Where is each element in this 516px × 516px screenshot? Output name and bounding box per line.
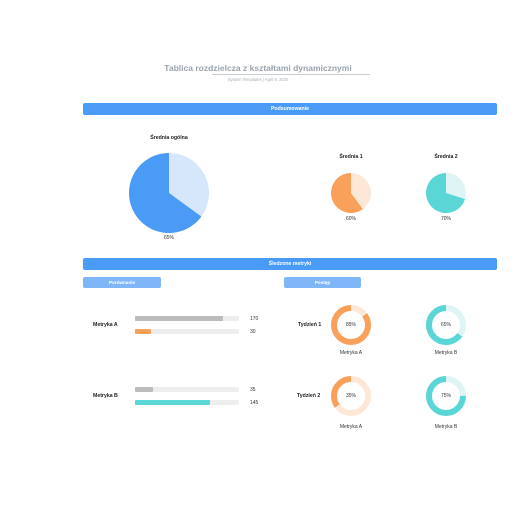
metric-a-bar-1-track [135, 316, 239, 321]
week-1-metric-b-caption: Metryka B [434, 350, 458, 356]
metric-b-bar-1-track [135, 387, 239, 392]
week-2-metric-b-arc [426, 376, 466, 416]
week-1-metric-a-value: 85% [345, 322, 356, 328]
average-1-label: Średnia 1 [339, 154, 363, 160]
metric-b-bar-1-value: 35 [250, 387, 256, 393]
week-2-metric-a-arc [331, 376, 371, 416]
average-2-pie [426, 173, 466, 213]
week-2-metric-b-value: 75% [440, 393, 451, 399]
week-1-metric-b-value: 65% [440, 322, 451, 328]
metric-a-bar-1 [135, 316, 224, 321]
comparison-pill: Porównanie [83, 277, 161, 288]
tracked-metrics-band: Śledzone metryki [83, 258, 497, 270]
average-2-label: Średnia 2 [434, 154, 458, 160]
metric-a-bar-2 [135, 329, 151, 334]
week-1-metric-a-ring [331, 305, 371, 345]
average-1-slice [331, 173, 363, 213]
progress-pill: Postęp [284, 277, 361, 288]
overall-average-pie [129, 153, 209, 233]
metric-b-bar-2 [135, 400, 211, 405]
metric-b-bar-2-value: 145 [250, 400, 259, 406]
week-2-metric-a-ring [331, 376, 371, 416]
week-2-metric-b-ring [426, 376, 466, 416]
metric-a-bar-1-value: 170 [250, 316, 259, 322]
week-2-label: Tydzień 2 [297, 393, 321, 399]
metric-b-bar-2-track [135, 400, 239, 405]
overall-average-slice [129, 153, 202, 233]
week-1-label: Tydzień 1 [298, 322, 322, 328]
week-1-metric-b-ring [426, 305, 466, 345]
metric-b-label: Metryka B [93, 393, 118, 399]
week-2-metric-a-caption: Metryka A [339, 424, 363, 430]
week-2-metric-a-value: 35% [345, 393, 356, 399]
overall-average-label: Średnia ogólna [150, 135, 188, 141]
metric-b-bar-1 [135, 387, 154, 392]
week-2-metric-b-caption: Metryka B [434, 424, 458, 430]
average-1-value: 60% [345, 216, 356, 222]
average-1-pie [331, 173, 371, 213]
overall-average-value: 65% [163, 235, 174, 241]
title-divider [212, 74, 370, 75]
average-2-slice [426, 173, 466, 213]
average-2-value: 70% [440, 216, 451, 222]
week-1-metric-a-caption: Metryka A [339, 350, 363, 356]
page-subtitle: System Templates | April 8, 2025 [227, 77, 289, 82]
metric-a-bar-2-track [135, 329, 239, 334]
week-1-metric-b-arc [426, 305, 466, 345]
summary-band: Podsumowanie [83, 103, 497, 115]
metric-a-label: Metryka A [93, 322, 118, 328]
metric-a-bar-2-value: 30 [250, 329, 256, 335]
week-1-metric-a-arc [331, 305, 371, 345]
page-title: Tablica rozdzielcza z kształtami dynamic… [164, 63, 352, 73]
